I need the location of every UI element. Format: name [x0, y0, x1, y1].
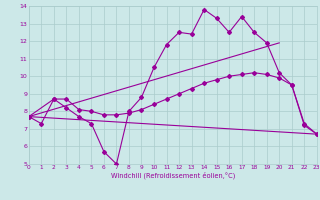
X-axis label: Windchill (Refroidissement éolien,°C): Windchill (Refroidissement éolien,°C) [111, 172, 235, 179]
